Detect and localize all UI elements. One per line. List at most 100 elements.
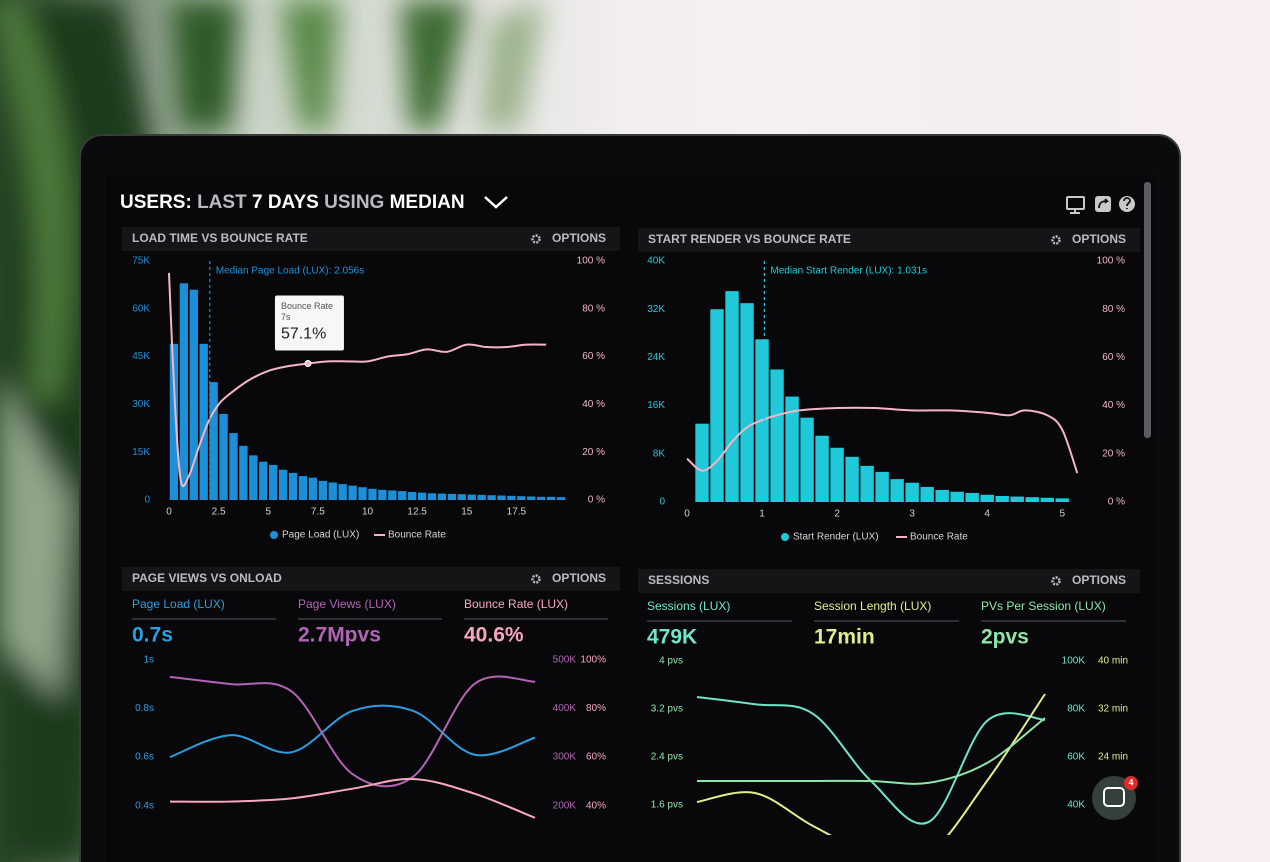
y-tick-label: 400K (553, 703, 577, 714)
dropdown-chevron[interactable] (484, 196, 508, 209)
legend-label: Bounce Rate (910, 532, 968, 543)
y-tick-label: 1.6 pvs (651, 800, 683, 811)
y-tick-label: 300K (553, 752, 577, 763)
histogram-bar (965, 492, 979, 502)
x-tick-label: 0 (166, 507, 172, 518)
y-tick-label: 60K (1067, 752, 1085, 763)
histogram-bar (328, 482, 337, 500)
tooltip-point (304, 360, 312, 368)
options-button[interactable]: OPTIONS (1051, 573, 1127, 587)
y-tick-label: 80K (1067, 704, 1085, 715)
histogram-bar (860, 465, 874, 502)
options-gear (531, 574, 541, 584)
options-label: OPTIONS (552, 231, 606, 245)
options-button[interactable]: OPTIONS (531, 231, 607, 245)
series-line (169, 777, 536, 819)
legend-label: Start Render (LUX) (793, 532, 879, 543)
histogram-bar (785, 396, 799, 502)
help-icon[interactable] (1119, 196, 1135, 212)
histogram-bar (875, 471, 889, 502)
options-label: OPTIONS (552, 571, 606, 585)
histogram-bar (477, 494, 486, 500)
panel-header (638, 569, 1140, 593)
bounce-rate-line (167, 272, 547, 488)
stat-value: 2.7Mpvs (298, 624, 381, 647)
y-tick-label: 2.4 pvs (651, 752, 683, 763)
series-line (696, 696, 1046, 825)
histogram-bar (348, 485, 357, 500)
y-tick-label: 100 % (577, 256, 605, 267)
y-tick-label: 40% (586, 800, 606, 811)
stat-value: 17min (814, 626, 875, 649)
y-tick-label: 80 % (1102, 304, 1125, 315)
y-tick-label: 0 (144, 495, 150, 506)
histogram-bar (249, 455, 258, 500)
legend-label: Bounce Rate (388, 530, 446, 541)
x-tick-label: 5 (265, 507, 271, 518)
histogram-bar (845, 456, 859, 502)
dashboard-title[interactable]: USERS: LAST 7 DAYS USING MEDIAN (120, 192, 465, 213)
stat-value: 2pvs (981, 626, 1029, 649)
y-tick-label: 100K (1062, 656, 1086, 667)
tooltip-x: 7s (281, 312, 291, 322)
y-tick-label: 60% (586, 752, 606, 763)
monitor-icon[interactable] (1066, 196, 1085, 214)
options-gear (1051, 576, 1061, 586)
y-tick-label: 32 min (1098, 704, 1128, 715)
histogram-bar (815, 435, 829, 502)
bounce-rate-line (686, 406, 1079, 474)
histogram-bar (935, 489, 949, 502)
x-tick-label: 0 (684, 509, 690, 520)
histogram-bar (1040, 497, 1054, 502)
title-part: USERS: (120, 192, 192, 213)
y-tick-label: 15K (132, 447, 150, 458)
histogram-bar (437, 493, 447, 500)
histogram-bar (920, 486, 934, 502)
histogram-bar (398, 491, 407, 500)
chat-button[interactable] (1092, 776, 1136, 820)
histogram-bar (890, 479, 904, 502)
y-tick-label: 60 % (1102, 352, 1125, 363)
y-tick-label: 16K (647, 400, 665, 411)
y-tick-label: 40 min (1098, 656, 1128, 667)
y-tick-label: 40K (1067, 800, 1085, 811)
histogram-bar (229, 433, 238, 500)
y-tick-label: 500K (553, 655, 577, 666)
histogram-bar (517, 496, 526, 500)
y-tick-label: 1s (143, 655, 154, 666)
histogram-bar (527, 496, 536, 500)
x-tick-label: 7.5 (311, 507, 325, 518)
y-tick-label: 8K (653, 448, 666, 459)
y-tick-label: 0.6s (135, 752, 154, 763)
stat-label: Sessions (LUX) (647, 599, 730, 613)
legend-label: Page Load (LUX) (282, 530, 359, 541)
histogram-bar (169, 343, 179, 500)
stat-label: Page Views (LUX) (298, 597, 396, 611)
chat-widget[interactable]: 4 (1092, 776, 1138, 820)
histogram-bar (725, 291, 739, 502)
histogram-bar (1055, 498, 1069, 502)
y-tick-label: 200K (553, 800, 577, 811)
share-icon[interactable] (1095, 196, 1111, 212)
histogram-bar (308, 477, 318, 500)
histogram-bar (278, 469, 288, 500)
options-button[interactable]: OPTIONS (1051, 232, 1127, 246)
y-tick-label: 40 % (582, 399, 605, 410)
stat-label: PVs Per Session (LUX) (981, 599, 1106, 613)
x-tick-label: 2.5 (212, 507, 226, 518)
series-line (697, 717, 1046, 785)
y-tick-label: 20 % (582, 447, 605, 458)
scrollbar[interactable] (1144, 182, 1151, 438)
y-tick-label: 0.4s (135, 800, 154, 811)
y-tick-label: 0 % (1108, 497, 1125, 508)
y-tick-label: 40K (647, 256, 665, 267)
median-label: Median Start Render (LUX): 1.031s (770, 266, 927, 277)
y-tick-label: 20 % (1102, 448, 1125, 459)
options-button[interactable]: OPTIONS (531, 571, 607, 585)
title-part: 7 DAYS (252, 192, 319, 213)
stat-value: 0.7s (132, 624, 173, 647)
y-tick-label: 0.8s (135, 703, 154, 714)
y-tick-label: 80 % (582, 303, 605, 314)
panel-title: PAGE VIEWS VS ONLOAD (132, 571, 282, 585)
panel-header (122, 567, 620, 591)
